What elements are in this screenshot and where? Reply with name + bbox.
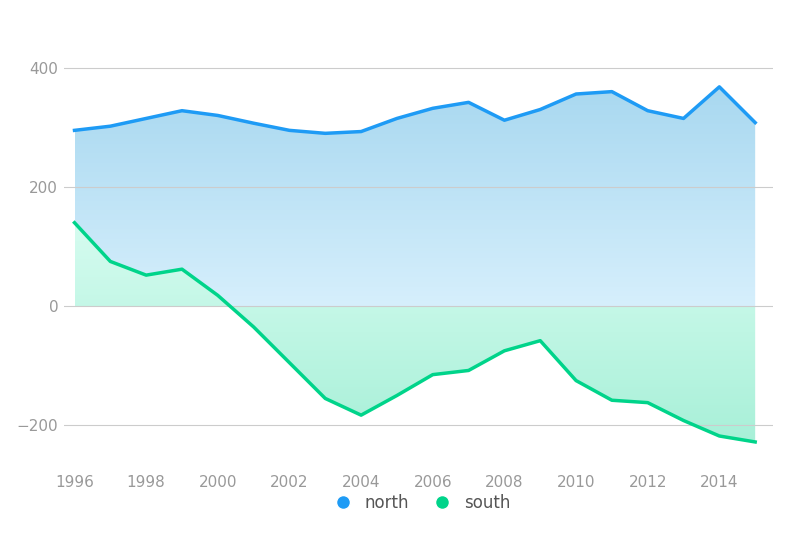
Legend: north, south: north, south xyxy=(320,488,517,519)
